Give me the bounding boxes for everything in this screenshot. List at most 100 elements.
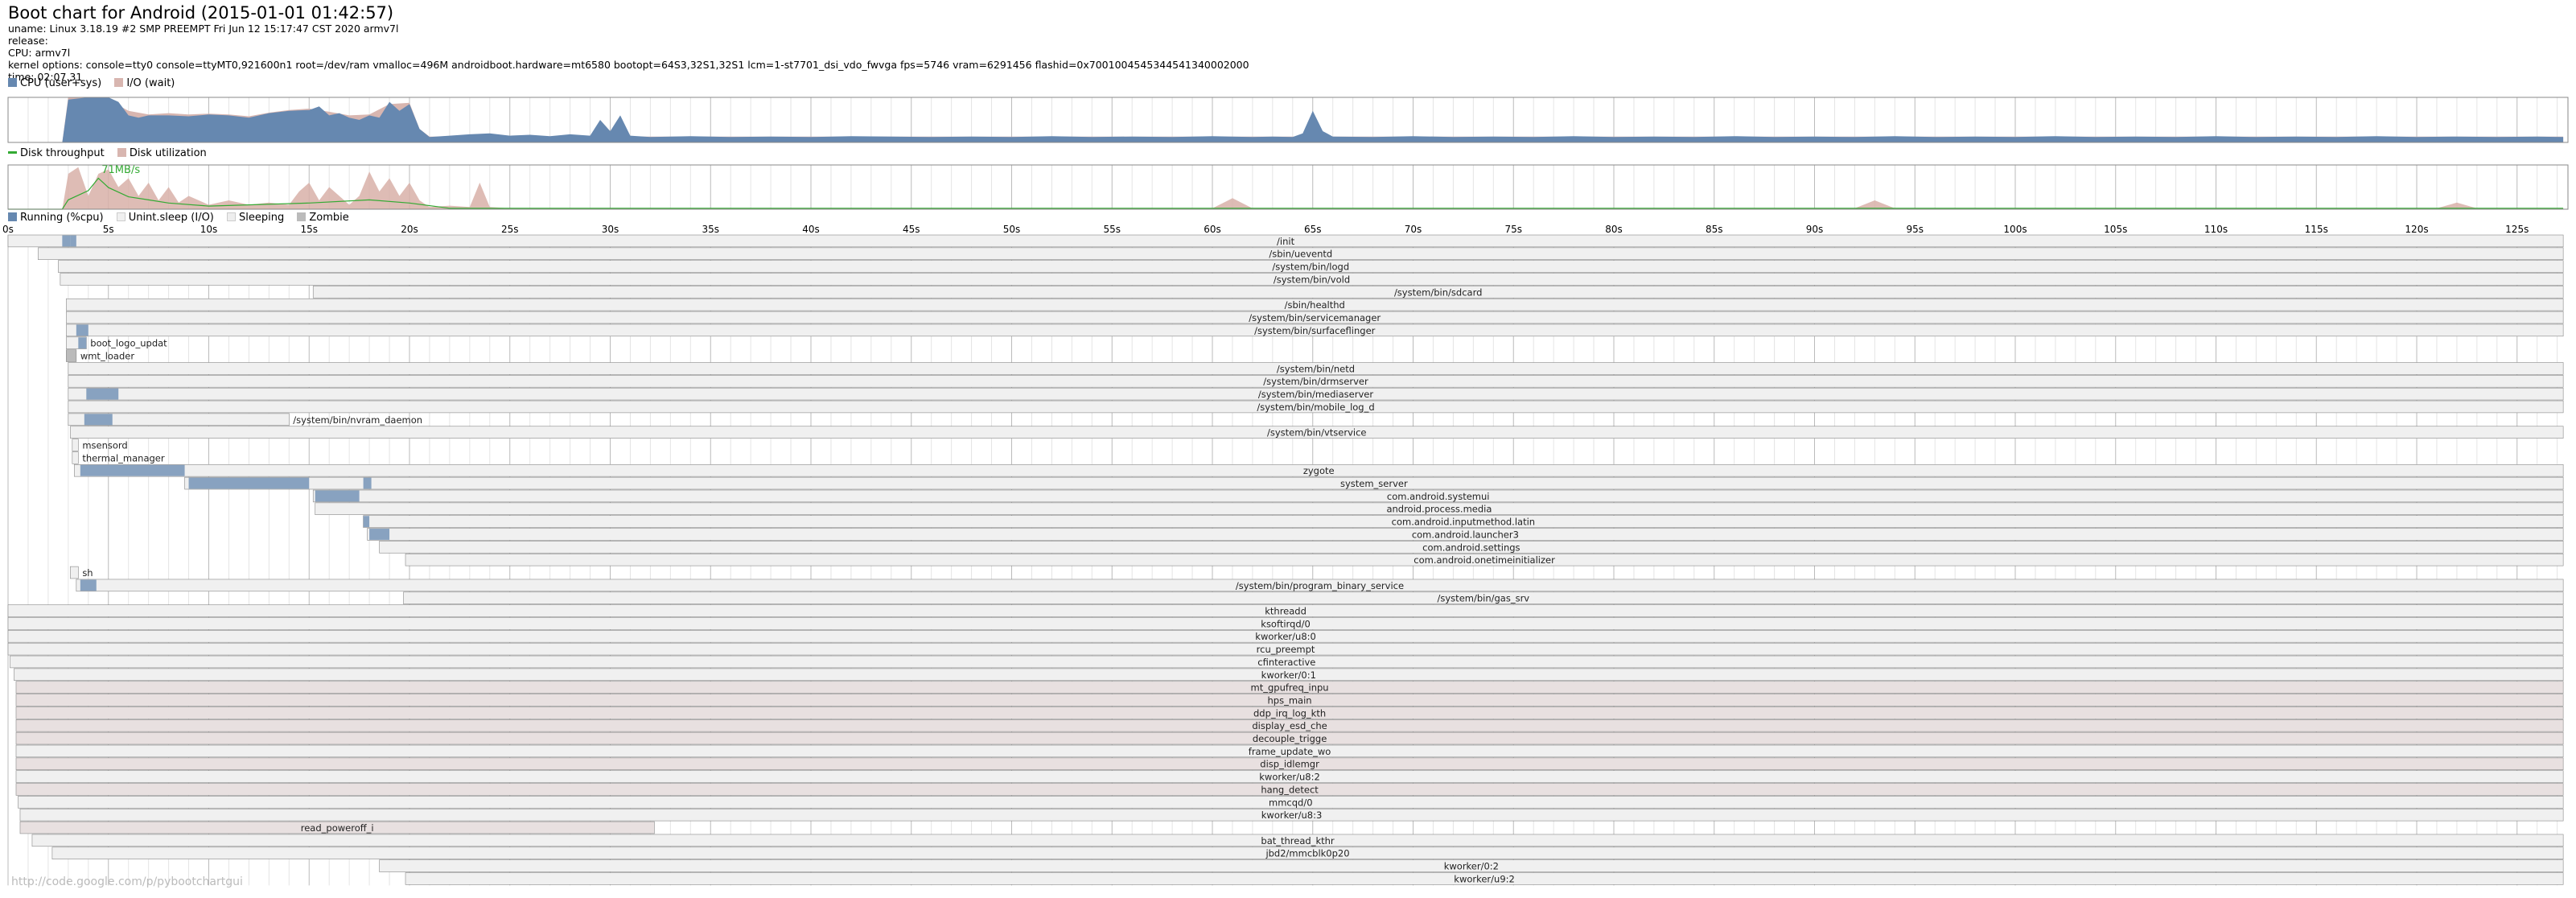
process-label: /system/bin/vtservice — [1267, 427, 1367, 439]
time-tick-label: 35s — [702, 224, 719, 235]
process-bar — [405, 872, 2564, 885]
disk-throughput-series — [8, 177, 2564, 210]
process-row: rcu_preempt — [7, 642, 2564, 656]
process-row: kworker/0:2 — [379, 859, 2564, 872]
time-tick-label: 70s — [1405, 224, 1422, 235]
process-label: zygote — [1303, 465, 1335, 476]
process-label: /system/bin/nvram_daemon — [293, 414, 422, 426]
process-bar — [15, 783, 2564, 796]
process-running-segment — [363, 477, 372, 489]
process-bar — [18, 796, 2564, 809]
process-row: wmt_loader — [66, 349, 134, 362]
process-running-segment — [363, 516, 370, 528]
process-label: /sbin/healthd — [1285, 299, 1345, 311]
process-bar — [14, 668, 2564, 682]
process-bar — [405, 553, 2564, 566]
legend-throughput-label: Disk throughput — [20, 147, 105, 159]
process-label: mt_gpufreq_inpu — [1251, 682, 1329, 694]
process-label: rcu_preempt — [1257, 644, 1315, 655]
process-row: /system/bin/mobile_log_d — [68, 400, 2564, 414]
process-row: com.android.systemui — [312, 489, 2564, 503]
process-bar — [58, 260, 2564, 273]
cpu-chart-frame — [7, 97, 2569, 143]
process-row: com.android.onetimeinitializer — [405, 553, 2564, 566]
process-bar — [15, 681, 2564, 694]
legend-zombie-swatch — [297, 212, 307, 221]
process-label: /system/bin/mediaserver — [1258, 389, 1373, 400]
footer-link[interactable]: http://code.google.com/p/pybootchartgui — [11, 875, 243, 888]
process-running-segment — [80, 579, 97, 591]
legend-disk-util-label: Disk utilization — [129, 147, 207, 159]
process-label: kthreadd — [1265, 606, 1307, 617]
process-bar — [312, 286, 2564, 299]
process-row: /system/bin/drmserver — [68, 375, 2564, 388]
process-row: /system/bin/program_binary_service — [76, 579, 2564, 592]
time-tick-label: 100s — [2003, 224, 2027, 235]
time-tick-label: 30s — [602, 224, 619, 235]
legend-disk-util-swatch — [117, 148, 126, 157]
process-bar — [19, 808, 2564, 822]
time-tick-label: 65s — [1304, 224, 1322, 235]
process-label: /system/bin/drmserver — [1263, 376, 1368, 387]
process-label: /system/bin/surfaceflinger — [1254, 325, 1376, 336]
process-bar — [312, 489, 2564, 503]
time-tick-label: 110s — [2204, 224, 2228, 235]
process-bar — [7, 630, 2564, 643]
process-row: cfinteractive — [10, 655, 2564, 669]
time-tick-label: 75s — [1504, 224, 1522, 235]
legend-io-label: I/O (wait) — [126, 77, 175, 89]
time-line: time: 02:07.31 — [8, 71, 83, 83]
process-row: ddp_irq_log_kth — [15, 706, 2564, 719]
process-label: kworker/u8:3 — [1261, 809, 1323, 821]
process-label: /system/bin/vold — [1274, 274, 1350, 285]
process-row: kworker/0:1 — [14, 668, 2564, 682]
process-row: hps_main — [15, 694, 2564, 706]
uname-line: uname: Linux 3.18.19 #2 SMP PREEMPT Fri … — [8, 23, 399, 35]
process-label: kworker/u8:0 — [1255, 631, 1316, 642]
process-label: kworker/0:2 — [1444, 861, 1499, 872]
process-bar — [15, 719, 2564, 732]
cpu-series — [8, 97, 2564, 142]
legend-running-swatch — [8, 212, 17, 221]
process-label: hang_detect — [1261, 784, 1319, 795]
disk-chart-frame — [7, 164, 2569, 210]
time-tick-label: 15s — [300, 224, 318, 235]
process-label: /system/bin/netd — [1277, 363, 1355, 374]
process-label: msensord — [82, 439, 127, 451]
process-bar — [76, 579, 2564, 592]
process-label: frame_update_wo — [1249, 746, 1331, 757]
process-row: sh — [70, 566, 93, 579]
process-label: thermal_manager — [82, 452, 165, 463]
time-tick-label: 50s — [1003, 224, 1021, 235]
release-line: release: — [8, 35, 48, 47]
process-bar — [184, 476, 2564, 490]
time-tick-label: 55s — [1103, 224, 1121, 235]
process-running-segment — [86, 388, 119, 400]
process-legend: Running (%cpu) Unint.sleep (I/O) Sleepin… — [8, 212, 359, 224]
cpu-line: CPU: armv7l — [8, 47, 71, 59]
chart-header: Boot chart for Android (2015-01-01 01:42… — [8, 3, 1249, 83]
process-row: msensord — [72, 439, 128, 451]
process-label: display_esd_che — [1252, 720, 1327, 731]
process-bar — [70, 426, 2564, 439]
process-running-segment — [70, 235, 76, 247]
process-label: /system/bin/mobile_log_d — [1257, 402, 1374, 413]
process-bar — [10, 655, 2564, 669]
process-bar — [15, 694, 2564, 706]
time-tick-label: 40s — [802, 224, 820, 235]
process-row: com.android.inputmethod.latin — [363, 515, 2564, 528]
process-row: jbd2/mmcblk0p20 — [51, 847, 2564, 859]
process-label: android.process.media — [1386, 504, 1492, 515]
process-label: decouple_trigge — [1253, 733, 1327, 744]
process-label: cfinteractive — [1257, 657, 1315, 668]
disk-legend: Disk throughput Disk utilization — [8, 148, 216, 159]
time-tick-label: 120s — [2405, 224, 2428, 235]
process-bar — [66, 298, 2564, 311]
process-row: /system/bin/netd — [68, 362, 2564, 375]
process-label: sh — [82, 567, 93, 579]
time-tick-label: 20s — [401, 224, 418, 235]
process-bar — [379, 541, 2564, 554]
process-bar — [7, 604, 2564, 617]
process-row: thermal_manager — [72, 451, 165, 464]
